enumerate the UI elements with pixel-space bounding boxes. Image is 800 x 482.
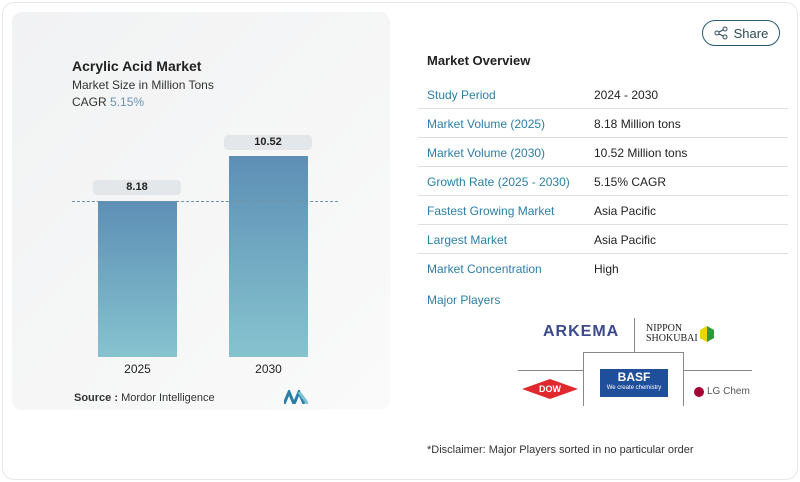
overview-row: Market Volume (2030) 10.52 Million tons	[418, 138, 788, 167]
chart-subtitle: Market Size in Million Tons	[72, 78, 214, 92]
row-value: 10.52 Million tons	[594, 146, 688, 160]
bar-value-label: 10.52	[224, 135, 312, 151]
dow-logo: DOW	[522, 379, 578, 399]
row-label: Study Period	[427, 88, 496, 102]
row-label: Largest Market	[427, 233, 508, 247]
x-tick-label: 2030	[255, 362, 282, 376]
overview-row: Market Concentration High	[418, 254, 788, 283]
basf-logo: BASF We create chemistry	[600, 369, 668, 397]
share-icon	[714, 26, 728, 40]
row-value: 8.18 Million tons	[594, 117, 681, 131]
row-value: Asia Pacific	[594, 204, 657, 218]
nippon-shokubai-logo: NIPPON SHOKUBAI	[646, 323, 698, 344]
cagr: CAGR 5.15%	[72, 95, 144, 109]
major-players-label: Major Players	[427, 293, 501, 307]
share-label: Share	[733, 25, 769, 41]
row-label: Market Volume (2030)	[427, 146, 546, 160]
bar-2025	[98, 200, 177, 357]
bar-2030	[229, 156, 308, 357]
overview-row: Largest Market Asia Pacific	[418, 225, 788, 254]
source-label: Source :	[74, 392, 119, 404]
overview-row: Study Period 2024 - 2030	[418, 80, 788, 109]
row-value: 5.15% CAGR	[594, 175, 667, 189]
mordor-logo-icon	[284, 390, 308, 404]
row-value: Asia Pacific	[594, 233, 657, 247]
chart-panel	[12, 12, 390, 410]
cagr-label: CAGR	[72, 95, 107, 109]
basf-tagline: We create chemistry	[606, 385, 662, 391]
chart-title: Acrylic Acid Market	[72, 58, 202, 74]
overview-title: Market Overview	[427, 53, 531, 68]
basf-name: BASF	[617, 370, 651, 384]
row-value: High	[594, 262, 619, 276]
row-label: Market Volume (2025)	[427, 117, 546, 131]
row-label: Growth Rate (2025 - 2030)	[427, 175, 570, 189]
x-tick-label: 2025	[124, 362, 151, 376]
row-label: Market Concentration	[427, 262, 542, 276]
nippon-shokubai-icon	[700, 326, 714, 342]
row-value: 2024 - 2030	[594, 88, 659, 102]
row-label: Fastest Growing Market	[427, 204, 555, 218]
overview-row: Growth Rate (2025 - 2030) 5.15% CAGR	[418, 167, 788, 196]
overview-row: Fastest Growing Market Asia Pacific	[418, 196, 788, 225]
share-button[interactable]: Share	[702, 20, 780, 46]
source: Source : Mordor Intelligence	[74, 392, 215, 404]
bar-value-label: 8.18	[93, 179, 181, 195]
disclaimer: *Disclaimer: Major Players sorted in no …	[427, 444, 694, 456]
lg-icon	[694, 387, 704, 397]
source-value: Mordor Intelligence	[121, 392, 215, 404]
lg-chem-logo: LG Chem	[707, 386, 750, 397]
overview-row: Market Volume (2025) 8.18 Million tons	[418, 109, 788, 138]
cagr-value: 5.15%	[110, 95, 145, 109]
arkema-logo: ARKEMA	[543, 323, 620, 340]
reference-line	[72, 201, 338, 202]
